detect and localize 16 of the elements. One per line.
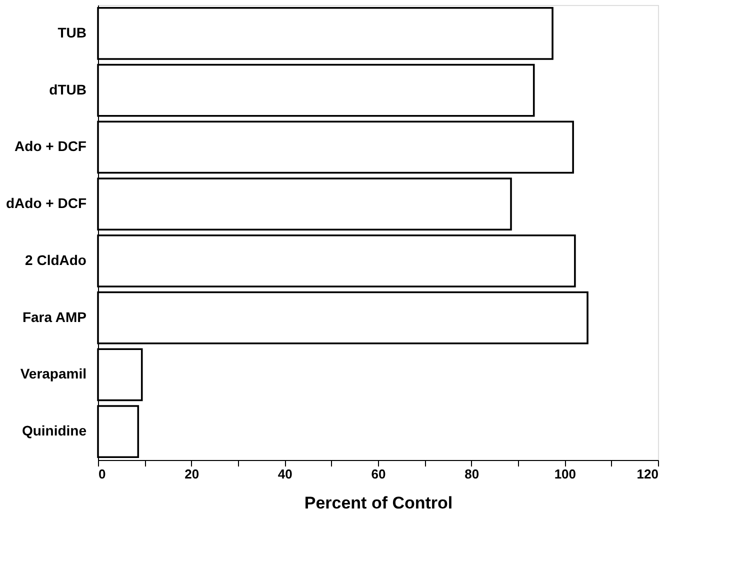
x-tick-label: 40 bbox=[278, 466, 292, 482]
x-tick-label: 0 bbox=[98, 466, 106, 482]
x-axis-title: Percent of Control bbox=[304, 494, 453, 512]
x-tick-label: 80 bbox=[464, 466, 480, 482]
x-tick-label: 100 bbox=[554, 466, 576, 482]
y-tick-label: Fara AMP bbox=[22, 308, 86, 325]
y-tick-label: Ado + DCF bbox=[14, 138, 87, 154]
y-tick-label: TUB bbox=[58, 24, 86, 40]
y-tick-label: dAdo + DCF bbox=[6, 195, 87, 212]
y-tick-label: 2 CldAdo bbox=[25, 252, 86, 268]
y-tick-label: Quinidine bbox=[22, 422, 87, 439]
y-tick-label: Verapamil bbox=[20, 366, 86, 382]
y-tick-label: dTUB bbox=[49, 81, 86, 98]
x-tick-label: 20 bbox=[184, 466, 200, 482]
x-tick-label: 120 bbox=[636, 466, 658, 482]
x-tick-label: 60 bbox=[371, 466, 386, 482]
